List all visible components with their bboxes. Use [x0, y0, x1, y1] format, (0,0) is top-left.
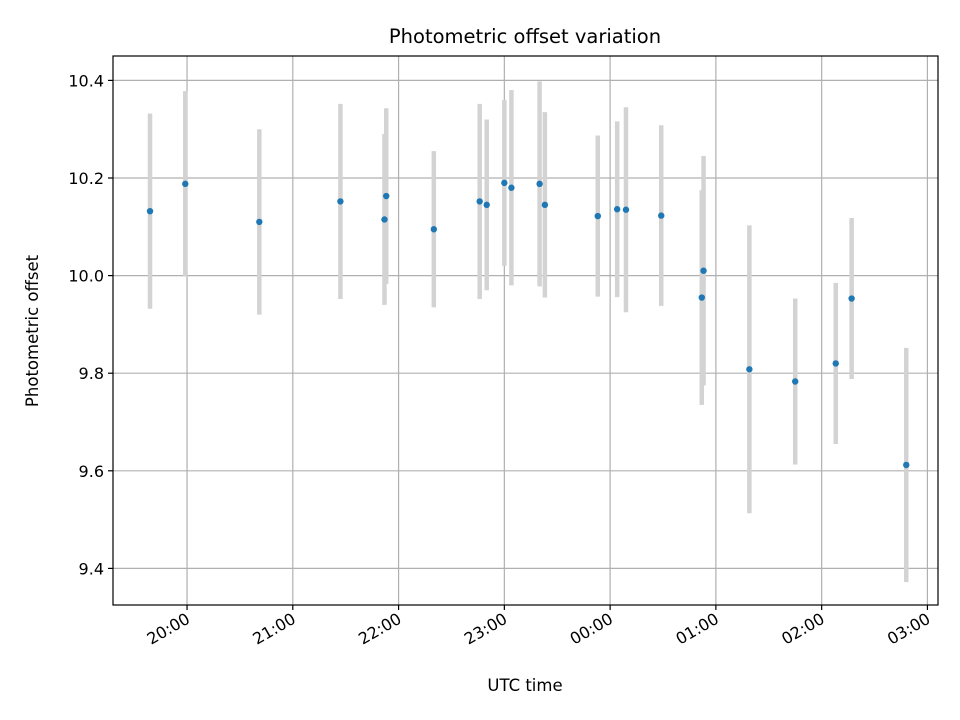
data-point — [501, 179, 508, 187]
data-point — [508, 184, 515, 191]
y-axis-title: Photometric offset — [23, 254, 42, 407]
data-point — [746, 366, 753, 373]
data-point — [622, 206, 630, 213]
data-point — [381, 216, 388, 223]
data-point — [476, 198, 483, 205]
data-point — [848, 295, 855, 302]
data-points — [146, 179, 910, 469]
data-point — [832, 360, 839, 367]
data-point — [792, 378, 799, 385]
data-point — [536, 180, 543, 188]
y-tick-label: 9.6 — [79, 462, 104, 481]
data-point — [146, 207, 154, 215]
data-point — [658, 212, 665, 219]
data-point — [903, 461, 910, 469]
y-tick-label: 9.8 — [79, 364, 104, 383]
data-point — [700, 267, 707, 274]
data-point — [594, 212, 601, 220]
grid — [113, 56, 938, 605]
plot-frame — [112, 55, 939, 606]
x-axis-title: UTC time — [487, 676, 562, 695]
chart-title: Photometric offset variation — [389, 25, 661, 48]
data-point — [430, 226, 438, 233]
y-tick-label: 10.2 — [68, 169, 104, 188]
data-point — [383, 192, 390, 200]
y-axis-ticks: 9.4 9.6 9.8 10.0 10.2 10.4 — [68, 71, 113, 578]
data-point — [256, 218, 263, 226]
data-point — [483, 201, 490, 209]
y-tick-label: 10.4 — [68, 71, 104, 90]
data-point — [613, 206, 621, 213]
data-point — [541, 201, 549, 209]
data-point — [337, 198, 344, 205]
data-point — [698, 294, 705, 301]
data-point — [182, 180, 189, 188]
y-tick-label: 9.4 — [79, 559, 104, 578]
y-tick-label: 10.0 — [68, 267, 104, 286]
